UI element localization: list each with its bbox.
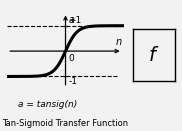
Text: 0: 0 — [68, 54, 74, 63]
Text: -1: -1 — [68, 78, 77, 86]
Text: a: a — [68, 15, 74, 25]
Text: a = tansig(n): a = tansig(n) — [18, 100, 78, 109]
Text: Tan-Sigmoid Transfer Function: Tan-Sigmoid Transfer Function — [2, 119, 128, 128]
Text: +1: +1 — [68, 16, 82, 25]
Text: $\mathit{f}$: $\mathit{f}$ — [148, 45, 159, 65]
Text: n: n — [116, 37, 122, 47]
